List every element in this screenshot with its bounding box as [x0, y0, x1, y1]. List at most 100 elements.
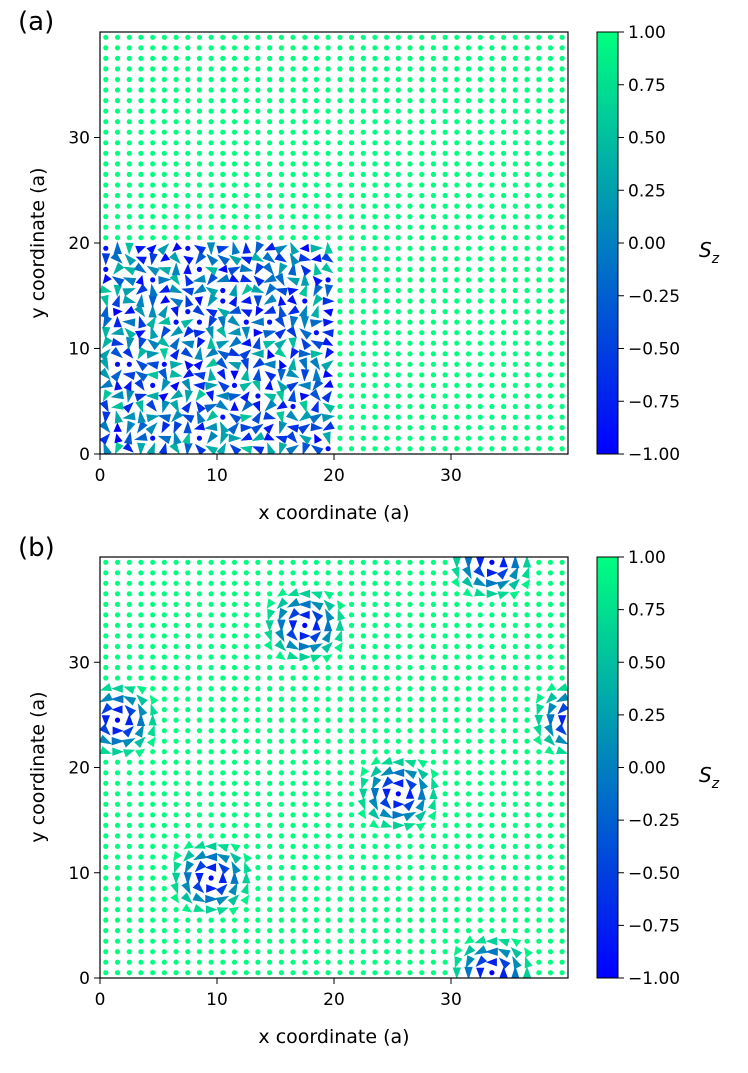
spin-dot: [360, 633, 366, 639]
spin-arrow: [288, 357, 297, 371]
spin-dot: [302, 171, 308, 177]
spin-dot: [243, 717, 249, 723]
spin-dot: [243, 140, 249, 146]
spin-dot: [547, 875, 554, 881]
spin-dot: [536, 791, 542, 797]
spin-dot: [465, 161, 472, 167]
spin-dot: [138, 108, 144, 114]
spin-dot: [489, 885, 495, 892]
x-tick-label: 20: [323, 466, 345, 486]
spin-dot: [547, 675, 554, 681]
spin-dot: [290, 119, 296, 125]
spin-dot: [243, 707, 249, 713]
spin-dot: [325, 45, 331, 51]
spin-dot: [360, 843, 366, 850]
spin-dot: [173, 214, 179, 220]
spin-dot: [477, 34, 483, 40]
spin-dot: [255, 643, 261, 650]
spin-dot: [348, 612, 355, 618]
spin-dot: [150, 601, 156, 608]
spin-dot: [512, 287, 518, 294]
spin-dot: [267, 76, 273, 83]
spin-dot: [302, 728, 308, 734]
spin-dot: [103, 791, 109, 797]
spin-dot: [325, 580, 331, 586]
spin-dot: [524, 770, 530, 776]
spin-dot: [290, 970, 296, 976]
spin-dot: [512, 351, 518, 357]
spin-dot: [524, 66, 530, 72]
spin-dot: [442, 570, 448, 576]
spin-dot: [547, 161, 554, 167]
spin-dot: [512, 446, 518, 452]
spin-dot: [313, 203, 319, 209]
spin-dot: [337, 214, 343, 220]
spin-dot: [395, 129, 401, 135]
spin-dot: [243, 643, 249, 650]
spin-dot: [231, 622, 238, 629]
spin-dot: [442, 150, 448, 156]
spin-dot: [185, 728, 191, 734]
spin-dot: [477, 129, 483, 135]
spin-dot: [384, 266, 390, 272]
spin-dot: [512, 87, 518, 93]
spin-dot: [114, 928, 121, 934]
spin-arrow: [286, 277, 300, 286]
spin-dot: [430, 266, 436, 272]
spin-dot: [559, 591, 565, 597]
spin-arrow: [262, 251, 276, 264]
spin-dot: [302, 917, 308, 923]
spin-dot: [243, 633, 249, 639]
spin-dot: [372, 203, 378, 209]
spin-arrow: [321, 262, 334, 274]
spin-dot: [103, 580, 109, 586]
spin-dot: [536, 129, 542, 135]
spin-dot: [384, 298, 390, 304]
spin-arrow: [205, 358, 218, 368]
spin-dot: [126, 949, 132, 955]
spin-dot: [348, 66, 355, 72]
spin-dot: [395, 140, 401, 146]
spin-dot: [348, 414, 355, 420]
spin-dot: [126, 224, 132, 230]
spin-dot: [384, 833, 390, 839]
spin-dot: [150, 435, 156, 441]
spin-dot: [103, 949, 109, 955]
spin-dot: [360, 970, 366, 976]
spin-arrow: [287, 389, 297, 403]
spin-arrow: [533, 724, 542, 737]
spin-dot: [103, 235, 109, 241]
spin-dot: [161, 150, 167, 156]
spin-arrow: [102, 273, 112, 285]
spin-dot: [501, 770, 507, 776]
spin-dot: [559, 854, 565, 860]
spin-dot: [465, 45, 472, 51]
colorbar-tick-label: −1.00: [628, 445, 680, 465]
spin-arrow: [122, 738, 136, 748]
spin-dot: [290, 559, 296, 565]
spin-dot: [407, 843, 413, 850]
spin-dot: [384, 87, 390, 93]
spin-dot: [114, 140, 121, 146]
spin-dot: [220, 654, 226, 660]
spin-dot: [103, 55, 109, 62]
spin-dot: [442, 277, 448, 283]
spin-dot: [185, 622, 191, 629]
spin-dot: [337, 192, 343, 199]
spin-dot: [524, 266, 530, 272]
spin-arrow: [274, 244, 288, 255]
spin-dot: [512, 340, 518, 346]
spin-dot: [547, 119, 554, 125]
spin-arrow: [205, 445, 219, 454]
spin-dot: [278, 907, 284, 913]
spin-arrow: [310, 350, 324, 359]
spin-arrow: [532, 735, 542, 746]
spin-dot: [325, 277, 331, 283]
spin-dot: [267, 854, 273, 860]
spin-dot: [208, 791, 214, 797]
spin-dot: [150, 55, 156, 62]
spin-dot: [372, 340, 378, 346]
spin-dot: [477, 182, 483, 188]
spin-dot: [372, 970, 378, 976]
